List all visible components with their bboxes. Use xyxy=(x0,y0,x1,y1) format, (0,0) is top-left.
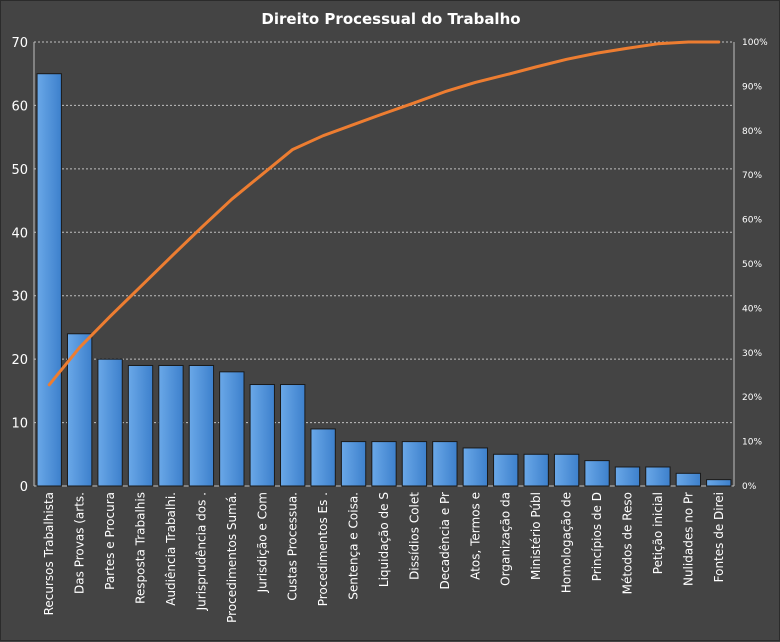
x-tick-label: Partes e Procura xyxy=(103,492,117,590)
bar xyxy=(158,364,184,487)
x-tick-label: Sentença e Coisa. xyxy=(347,492,361,600)
y2-tick-label: 90% xyxy=(742,82,762,92)
x-axis-labels: Recursos Trabalhista Das Provas (arts. Par… xyxy=(42,492,726,623)
bar xyxy=(584,460,610,487)
bar xyxy=(675,472,702,487)
x-tick-label: Resposta Trabalhis xyxy=(134,492,148,604)
y-tick-label: 70 xyxy=(11,36,28,51)
bar xyxy=(614,466,641,487)
cumulative-line xyxy=(47,40,721,387)
chart-title: Direito Processual do Trabalho xyxy=(261,10,520,28)
x-tick-label: Métodos de Reso xyxy=(620,492,634,594)
x-tick-label: Ministério Públ xyxy=(529,492,543,580)
x-tick-label: Petição inicial xyxy=(651,492,665,574)
y2-tick-label: 0% xyxy=(742,482,757,492)
x-tick-label: Princípios de D xyxy=(590,492,604,581)
y2-tick-label: 10% xyxy=(742,438,762,448)
y-axis-left: 0 10 20 30 40 50 60 70 xyxy=(11,36,28,495)
bar xyxy=(310,428,336,487)
bar xyxy=(340,441,367,487)
cumulative-line-series xyxy=(47,40,721,387)
bar xyxy=(523,453,549,487)
x-tick-label: Jurisdição e Com xyxy=(255,492,269,593)
bar xyxy=(553,453,580,487)
bar xyxy=(188,364,215,487)
x-tick-label: Custas Processua. xyxy=(286,492,300,601)
y-tick-label: 0 xyxy=(20,480,28,495)
y-tick-label: 40 xyxy=(11,226,28,241)
y2-tick-label: 40% xyxy=(742,304,762,314)
y2-tick-label: 80% xyxy=(742,127,762,137)
x-tick-label: Das Provas (arts. xyxy=(73,492,87,594)
x-tick-label: Homologação de xyxy=(560,492,574,593)
y-tick-label: 20 xyxy=(11,353,28,368)
bar xyxy=(249,384,275,487)
bar xyxy=(280,384,306,487)
bar xyxy=(371,441,397,487)
bar xyxy=(36,73,62,487)
x-tick-label: Jurisprudência dos . xyxy=(194,492,208,611)
x-tick-label: Fontes de Direi xyxy=(712,492,726,582)
x-tick-label: Liquidação de S xyxy=(377,492,391,587)
x-tick-label: Atos, Termos e xyxy=(468,492,482,580)
y2-tick-label: 100% xyxy=(742,38,768,48)
y-tick-label: 50 xyxy=(11,163,28,178)
bar xyxy=(219,371,245,487)
bar xyxy=(493,453,519,487)
bar xyxy=(127,364,154,487)
y-tick-label: 10 xyxy=(11,417,28,432)
bar xyxy=(706,479,732,487)
y2-tick-label: 70% xyxy=(742,171,762,181)
y2-tick-label: 20% xyxy=(742,393,762,403)
bar xyxy=(462,447,488,487)
y2-tick-label: 60% xyxy=(742,216,762,226)
x-tick-label: Organização da xyxy=(499,492,513,586)
x-tick-label: Nulidades no Pr xyxy=(681,492,695,586)
bar xyxy=(97,358,123,487)
y-tick-label: 60 xyxy=(11,99,28,114)
x-tick-label: Procedimentos Sumá. xyxy=(225,492,239,623)
y-axis-right: 0% 10% 20% 30% 40% 50% 60% 70% 80% 90% 100% xyxy=(742,38,768,492)
y-tick-label: 30 xyxy=(11,290,28,305)
x-tick-label: Decadência e Pr xyxy=(438,492,452,590)
x-tick-label: Procedimentos Es . xyxy=(316,492,330,606)
bar xyxy=(645,466,671,487)
y2-tick-label: 30% xyxy=(742,349,762,359)
y2-tick-label: 50% xyxy=(742,260,762,270)
x-tick-label: Audiência Trabalhi. xyxy=(164,492,178,606)
bar xyxy=(432,441,458,487)
x-tick-label: Dissídios Colet xyxy=(407,492,421,580)
bar xyxy=(401,441,428,487)
x-tick-label: Recursos Trabalhista xyxy=(42,492,56,615)
bar-series xyxy=(36,73,732,487)
